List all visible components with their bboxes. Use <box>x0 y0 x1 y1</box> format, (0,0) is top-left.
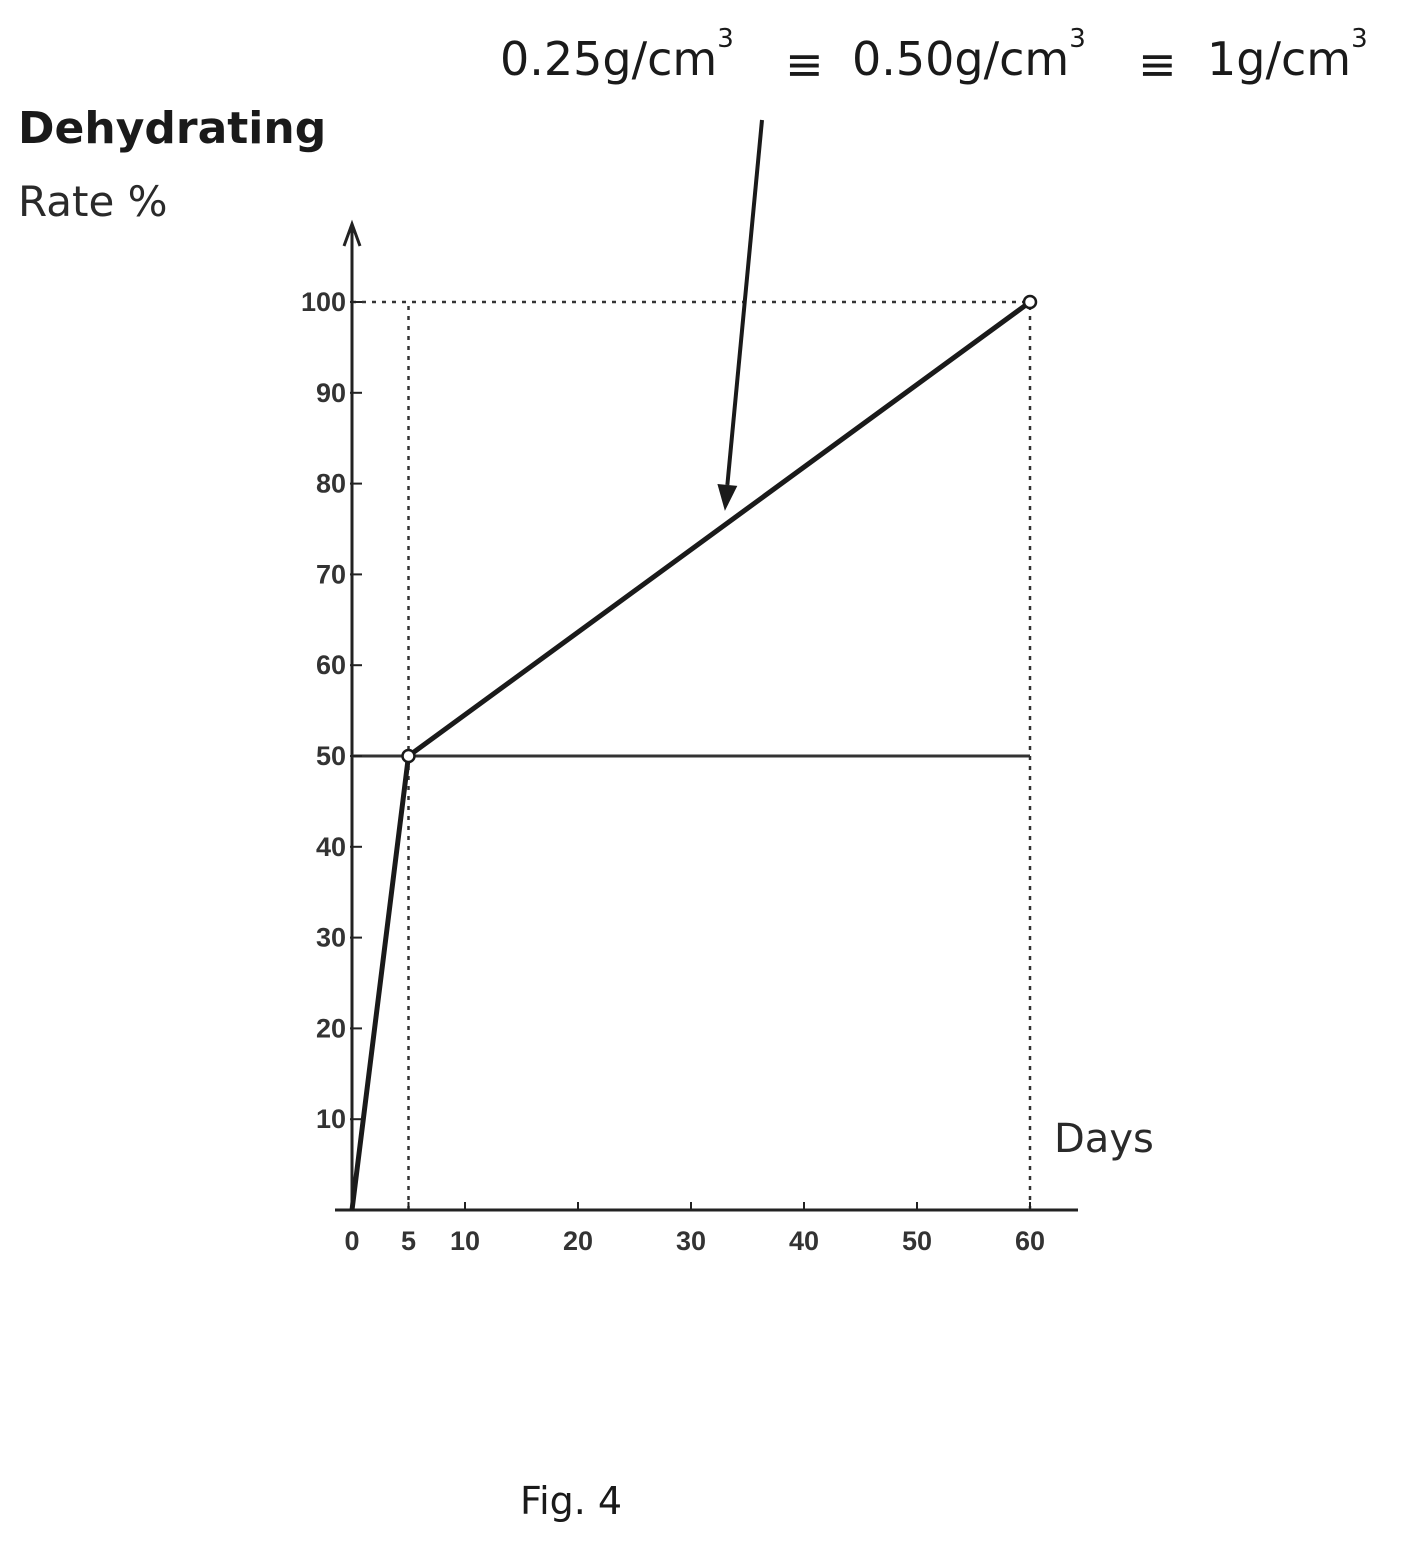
annotation-part-2: 0.50g/cm <box>852 32 1069 86</box>
x-tick-label: 0 <box>344 1226 359 1256</box>
x-tick-label: 50 <box>902 1226 932 1256</box>
x-axis-label: Days <box>1054 1116 1154 1162</box>
y-tick-label: 50 <box>316 741 346 771</box>
y-tick-label: 70 <box>316 559 346 589</box>
x-tick-label: 40 <box>789 1226 819 1256</box>
annotation-sup-3: 3 <box>1351 24 1368 54</box>
annotation-arrow <box>717 119 764 511</box>
annotation-sup-2: 3 <box>1069 24 1086 54</box>
x-tick-label: 10 <box>450 1226 480 1256</box>
y-tick-label: 30 <box>316 923 346 953</box>
annotation-arrow-shaft <box>725 119 764 486</box>
series <box>349 294 1038 1211</box>
annotation-part-3: 1g/cm <box>1207 32 1351 86</box>
y-axis-arrowhead <box>342 219 362 247</box>
y-tick-label: 60 <box>316 650 346 680</box>
annotation-sep-2: ≡ <box>1138 37 1177 91</box>
reference-lines <box>352 300 1032 1210</box>
y-axis-label-line2: Rate % <box>18 177 168 226</box>
y-axis-label-line1: Dehydrating <box>18 103 326 154</box>
annotation-part-1: 0.25g/cm <box>500 32 717 86</box>
annotation-label: 0.25g/cm3 ≡ 0.50g/cm3 ≡ 1g/cm3 <box>500 24 1368 91</box>
y-tick-label: 10 <box>316 1104 346 1134</box>
annotation-sep-1: ≡ <box>785 37 824 91</box>
y-tick-label: 100 <box>301 287 346 317</box>
x-tick-label: 30 <box>676 1226 706 1256</box>
y-tick-label: 20 <box>316 1013 346 1043</box>
figure-caption: Fig. 4 <box>520 1479 622 1523</box>
data-point <box>1022 294 1038 310</box>
y-tick-label: 40 <box>316 832 346 862</box>
annotation-sup-1: 3 <box>717 24 734 54</box>
data-point <box>401 748 416 764</box>
annotation-arrow-head <box>717 484 738 511</box>
y-tick-label: 90 <box>316 378 346 408</box>
x-tick-label: 20 <box>563 1226 593 1256</box>
x-tick-label: 5 <box>401 1226 416 1256</box>
x-tick-label: 60 <box>1015 1226 1045 1256</box>
y-tick-label: 80 <box>316 469 346 499</box>
ticks: 0 5 10 20 30 40 50 60 10 20 30 40 50 60 70 80 90 100 <box>301 287 1045 1256</box>
